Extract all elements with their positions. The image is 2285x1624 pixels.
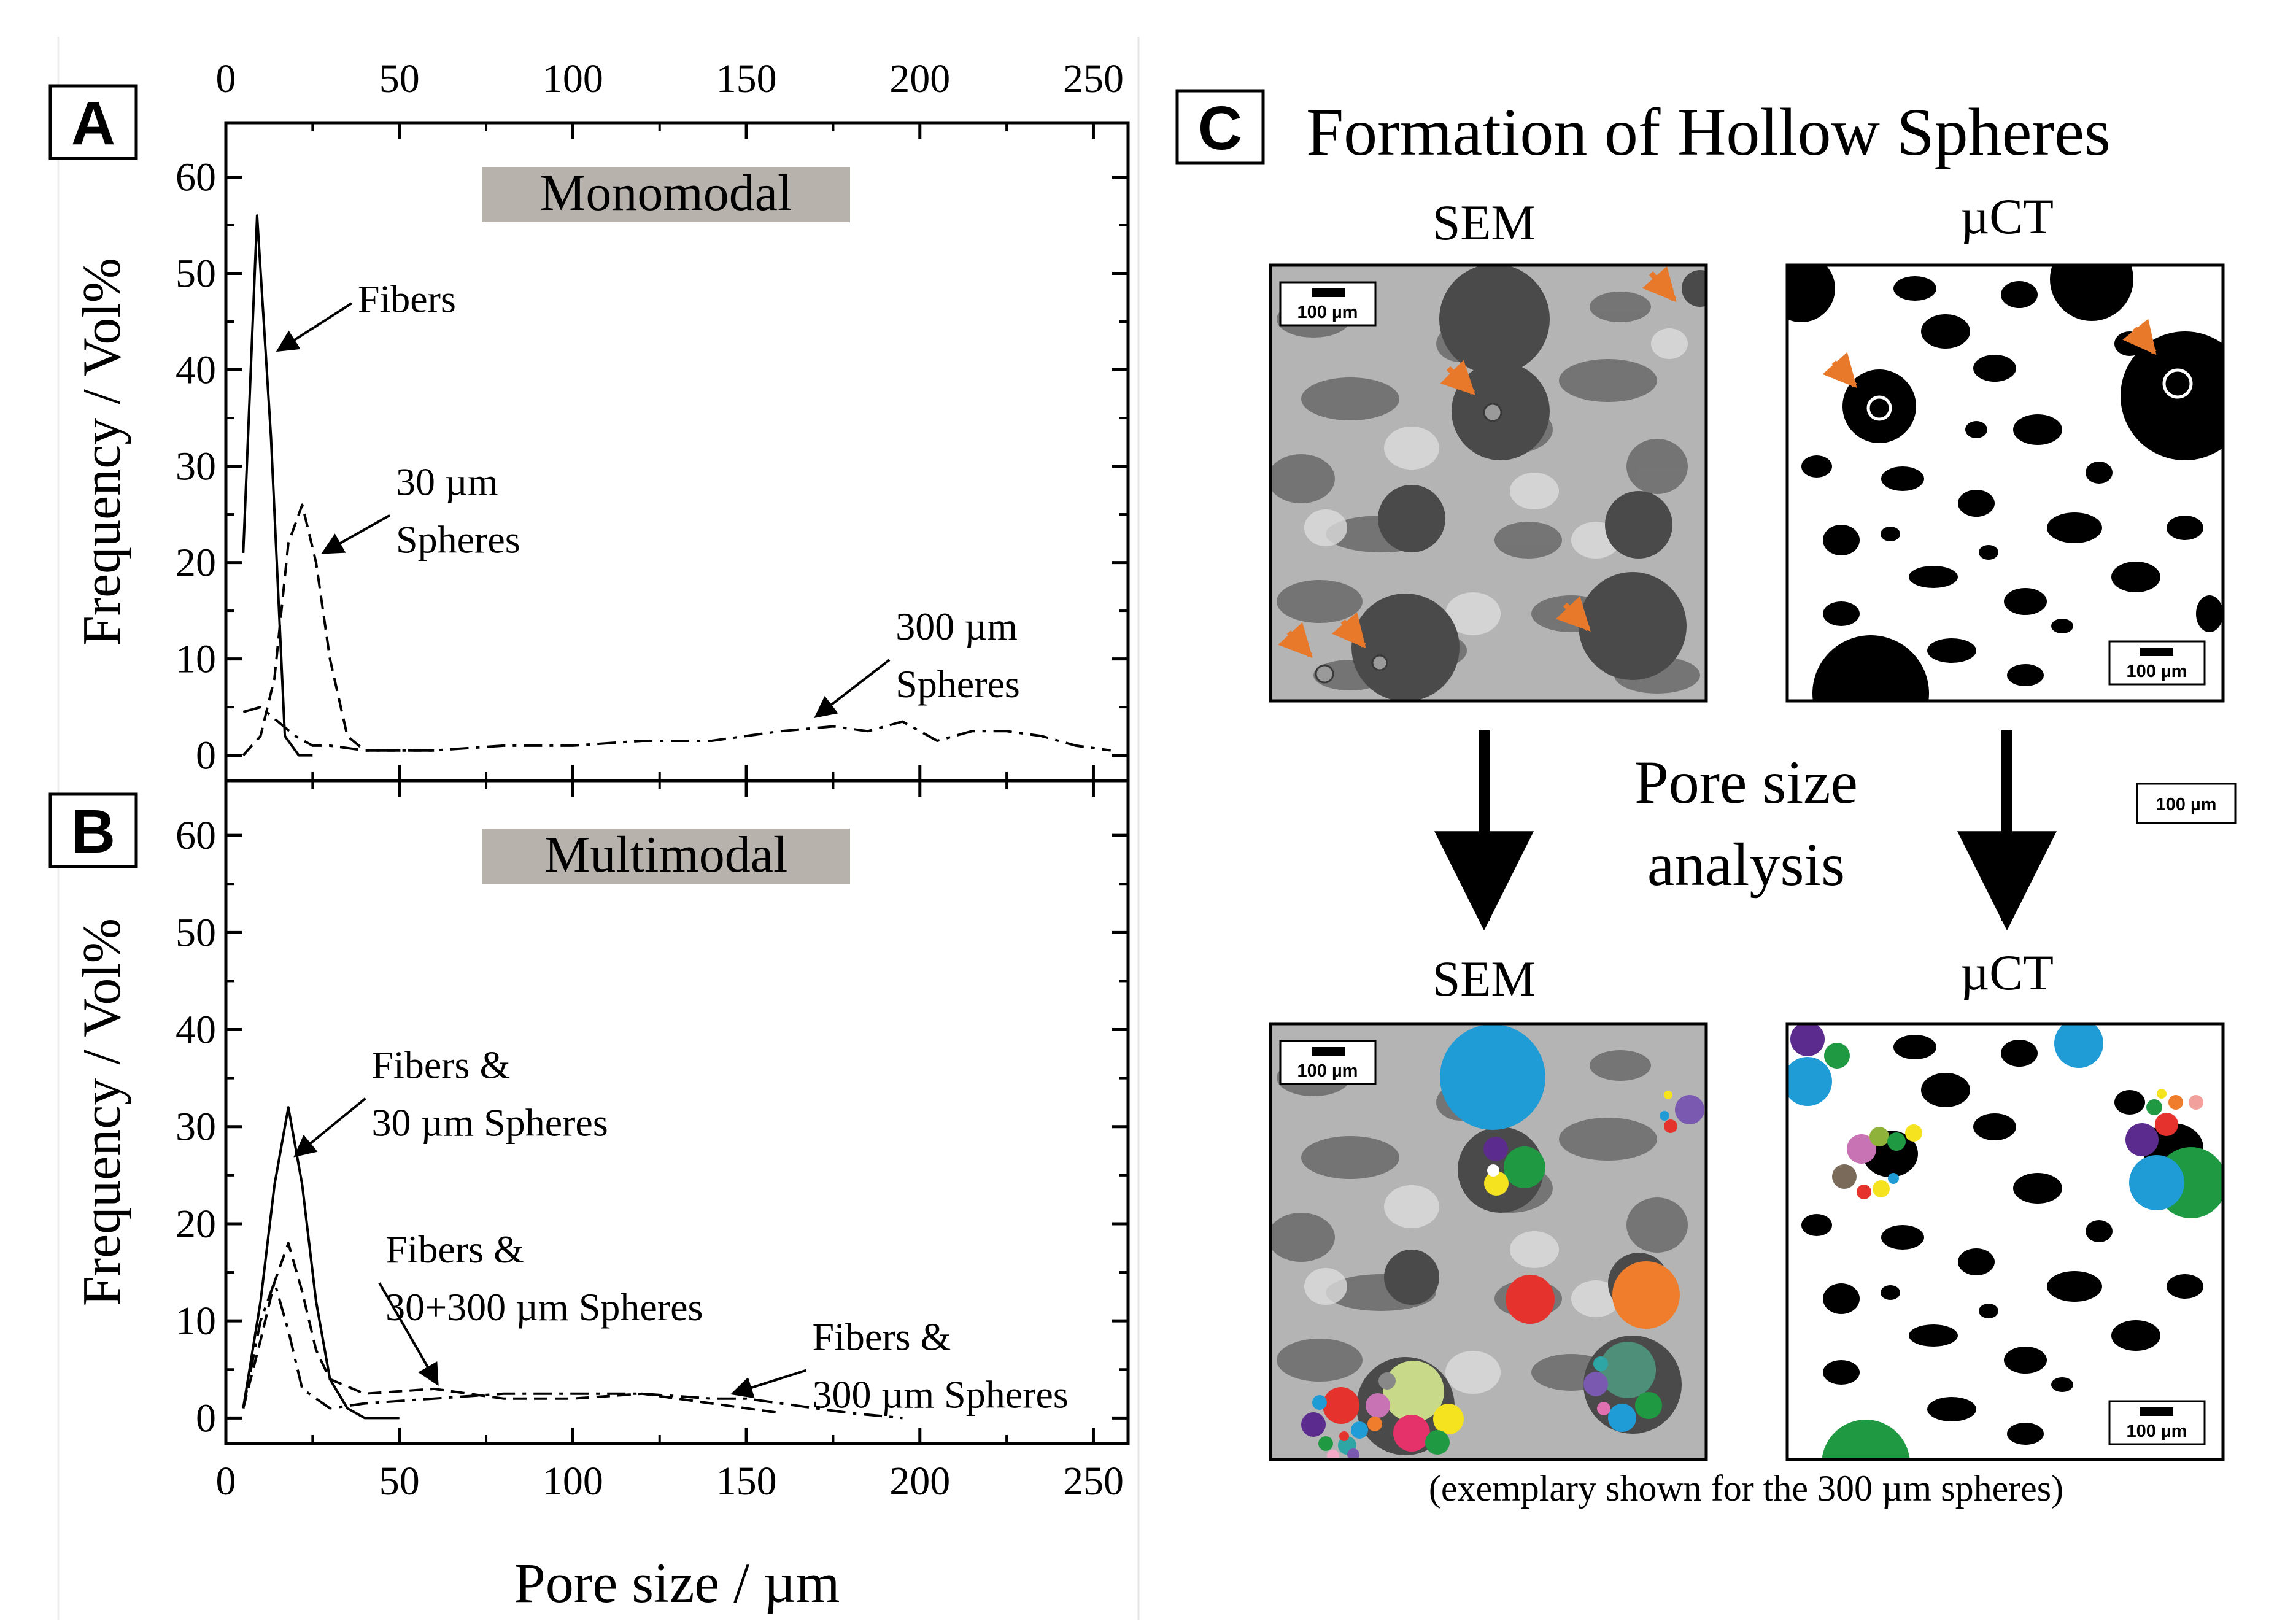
chart-a-title-box <box>482 167 850 222</box>
chart-a: 0 10 20 30 40 50 60 0 50 100 150 200 250 Monomodal Fre… <box>72 56 1128 781</box>
ct-top-label: µCT <box>1960 188 2054 244</box>
chart-a-series-solid <box>242 214 313 757</box>
scale-bar-ct-top: 100 µm <box>2108 640 2206 686</box>
scale-bar-sem-bottom-label: 100 µm <box>1297 1061 1358 1081</box>
chart-a-xtick-label-top: 50 <box>379 56 420 101</box>
chart-b-annotation-arrow <box>378 1282 439 1386</box>
chart-b-annotation-text: 30+300 µm Spheres <box>385 1285 703 1329</box>
chart-a-ylabel: Frequency / Vol% <box>72 258 132 646</box>
chart-a-xtick-label-top: 150 <box>716 56 777 101</box>
chart-b-annotation-arrow <box>293 1097 366 1158</box>
chart-b-title: Multimodal <box>544 826 788 883</box>
chart-a-annotation-text: 300 µm <box>895 605 1018 648</box>
chart-b-ytick-label: 30 <box>176 1105 216 1150</box>
sem-image-bottom-frame <box>1269 1022 1708 1461</box>
chart-a-annotation-text: 30 µm <box>396 460 498 504</box>
panel-c: C Formation of Hollow Spheres SEM µCT SE… <box>1175 89 2237 1509</box>
panel-c-caption: (exemplary shown for the 300 µm spheres) <box>1429 1468 2063 1509</box>
scale-bar-sem-top-label: 100 µm <box>1297 303 1358 322</box>
sem-image-top <box>1270 265 1706 701</box>
chart-a-annotation-text: Spheres <box>396 518 520 562</box>
sem-image-bottom <box>1270 1024 1706 1460</box>
chart-b-series-solid <box>242 1106 400 1420</box>
ct-image-bottom-frame <box>1785 1022 2225 1461</box>
chart-a-ytick-label: 60 <box>176 155 216 200</box>
ct-image-bottom <box>1787 1024 2223 1460</box>
panel-label-c-text: C <box>1198 94 1242 163</box>
chart-b-xtick-label: 0 <box>216 1459 236 1504</box>
chart-b-ytick-label: 20 <box>176 1202 216 1247</box>
chart-a-ytick-label: 0 <box>196 733 216 778</box>
chart-a-annotation-text: Spheres <box>895 662 1020 706</box>
chart-b-annotation-arrow <box>730 1369 807 1399</box>
chart-b-annotation-text: Fibers & <box>385 1228 524 1271</box>
chart-b-xtick-label: 50 <box>379 1459 420 1504</box>
chart-b-annotation-text: 30 µm Spheres <box>371 1101 608 1145</box>
scale-bar-ct-bottom-label: 100 µm <box>2127 1421 2187 1441</box>
chart-a-xtick-label-top: 0 <box>216 56 236 101</box>
scale-bar-sem-top: 100 µm <box>1279 281 1377 327</box>
middle-text-line1: Pore size <box>1634 748 1858 816</box>
panel-label-a-text: A <box>71 89 115 158</box>
chart-b-annotation-text: Fibers & <box>813 1315 951 1359</box>
chart-b-series-dashdot <box>242 1280 903 1420</box>
chart-b-title-box <box>482 829 850 884</box>
chart-a-annotation-arrow <box>276 302 352 352</box>
chart-b-xtick-label: 200 <box>889 1459 950 1504</box>
chart-b-series-dashed <box>242 1242 781 1415</box>
chart-a-ytick-label: 50 <box>176 252 216 296</box>
chart-a-title: Monomodal <box>540 164 792 222</box>
chart-b-ytick-label: 10 <box>176 1299 216 1344</box>
chart-xlabel: Pore size / µm <box>514 1552 840 1614</box>
chart-b-xtick-label: 250 <box>1063 1459 1124 1504</box>
chart-a-annotation-arrow <box>321 514 391 554</box>
chart-b-xtick-label: 100 <box>543 1459 603 1504</box>
chart-a-series-dashed <box>242 503 435 756</box>
scale-bar-sem-bottom: 100 µm <box>1279 1040 1377 1085</box>
panel-label-b-text: B <box>71 797 115 866</box>
chart-b-frame <box>224 779 1130 1445</box>
chart-a-series-dashdot <box>242 706 1111 752</box>
scale-bar-standalone: 100 µm <box>2136 783 2237 824</box>
panel-c-title: Formation of Hollow Spheres <box>1306 95 2111 169</box>
chart-b: 0 10 20 30 40 50 60 0 50 100 150 200 250 Multimodal Fr… <box>72 781 1128 1504</box>
chart-a-ytick-label: 30 <box>176 444 216 489</box>
chart-a-annotation-text: Fibers <box>358 277 456 320</box>
chart-b-ytick-label: 0 <box>196 1396 216 1440</box>
ct-bottom-label: µCT <box>1960 945 2054 1000</box>
chart-a-xtick-label-top: 100 <box>543 56 603 101</box>
chart-b-ytick-label: 40 <box>176 1008 216 1053</box>
panel-label-b: B <box>48 792 138 868</box>
sem-image-top-frame <box>1269 263 1708 703</box>
chart-a-ytick-label: 20 <box>176 541 216 586</box>
chart-b-ytick-label: 50 <box>176 910 216 955</box>
sem-bottom-label: SEM <box>1432 951 1536 1007</box>
scale-bar-ct-bottom: 100 µm <box>2108 1400 2206 1445</box>
sem-top-label: SEM <box>1432 195 1536 250</box>
ct-image-top <box>1787 265 2223 701</box>
chart-a-ytick-label: 40 <box>176 348 216 393</box>
scale-bar-standalone-label: 100 µm <box>2156 795 2217 814</box>
chart-b-xtick-label: 150 <box>716 1459 777 1504</box>
middle-text-line2: analysis <box>1647 830 1845 899</box>
panel-label-c <box>1175 89 1265 165</box>
chart-b-ylabel: Frequency / Vol% <box>72 918 132 1306</box>
chart-common: Pore size / µm <box>514 1552 840 1614</box>
chart-b-annotation-text: Fibers & <box>371 1043 510 1087</box>
chart-a-ytick-label: 10 <box>176 637 216 682</box>
chart-a-xtick-label-top: 250 <box>1063 56 1124 101</box>
chart-b-annotation-text: 300 µm Spheres <box>813 1373 1069 1417</box>
chart-a-xtick-label-top: 200 <box>889 56 950 101</box>
chart-a-annotation-arrow <box>814 659 891 718</box>
panel-label-a: A <box>48 84 138 160</box>
chart-b-ytick-label: 60 <box>176 813 216 858</box>
ct-image-top-frame <box>1785 263 2225 703</box>
scale-bar-ct-top-label: 100 µm <box>2127 662 2187 681</box>
